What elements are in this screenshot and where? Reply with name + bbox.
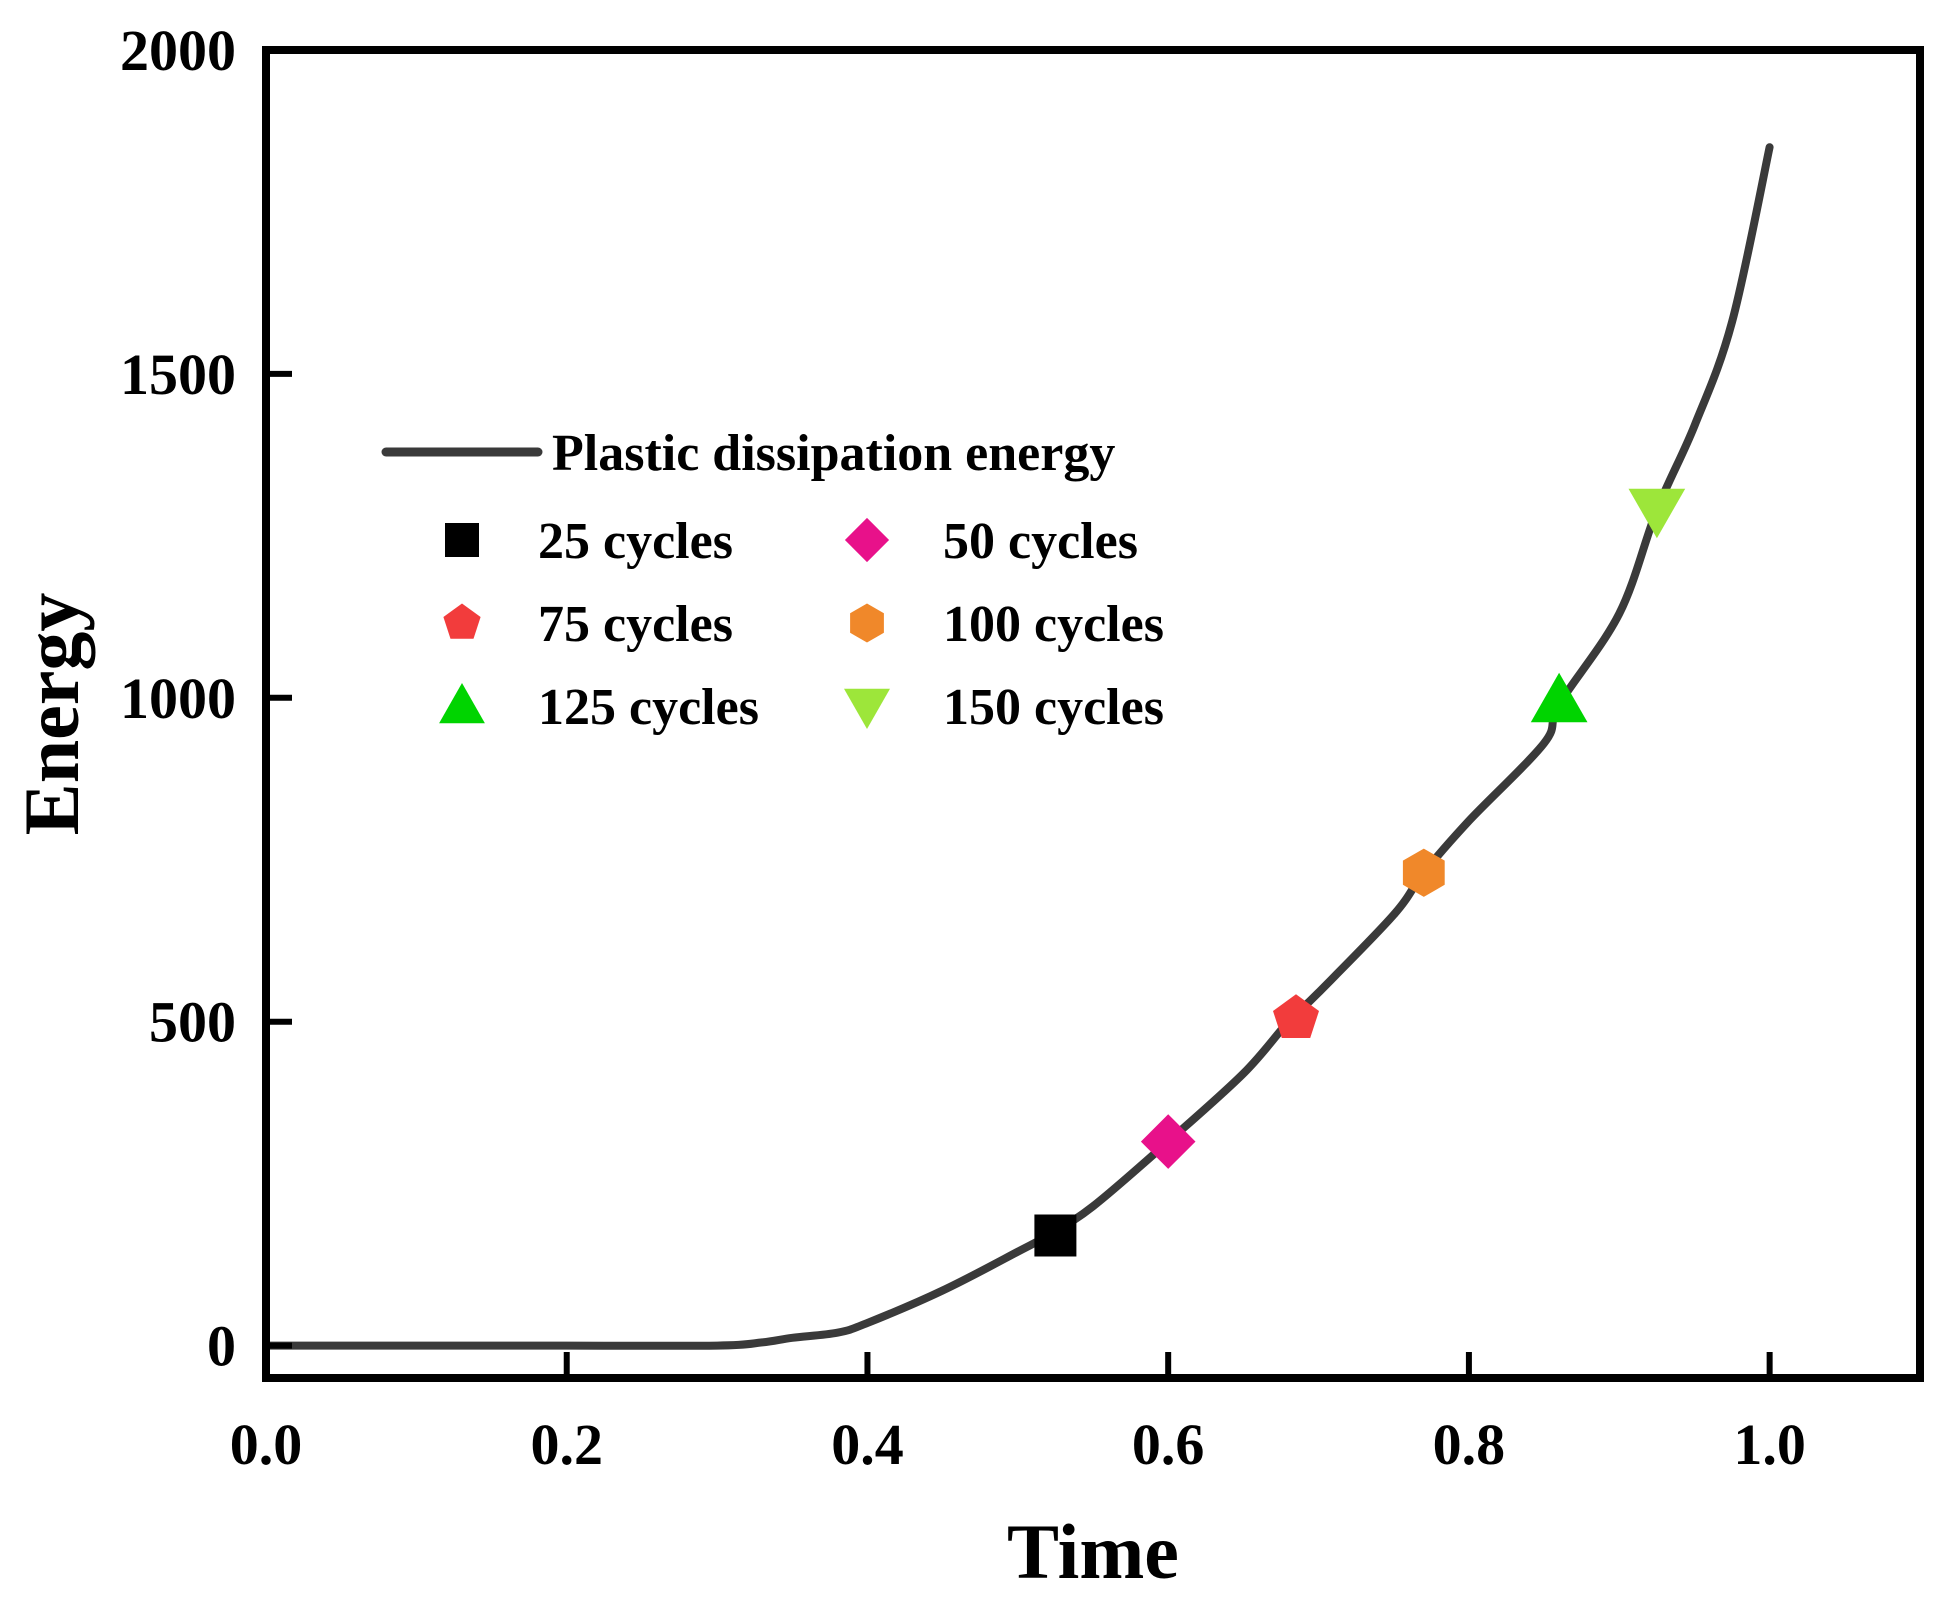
plot-frame	[262, 46, 1924, 1382]
legend-label-50-cycles: 50 cycles	[943, 513, 1138, 570]
marker-125-cycles	[1530, 672, 1588, 723]
legend-swatch-50-cycles	[844, 517, 890, 563]
marker-75-cycles	[1273, 994, 1319, 1038]
x-tick-label: 0.4	[831, 1412, 904, 1477]
y-tick-label: 500	[149, 990, 236, 1055]
plastic-dissipation-energy-line	[262, 143, 1774, 1350]
legend-label-75-cycles: 75 cycles	[538, 596, 733, 653]
legend-swatch-125-cycles	[439, 683, 485, 724]
plot-content	[262, 143, 1774, 1350]
y-tick-label: 1000	[120, 666, 236, 731]
legend-label-150-cycles: 150 cycles	[943, 679, 1164, 736]
legend-label-100-cycles: 100 cycles	[943, 596, 1164, 653]
y-axis-title: Energy	[8, 593, 95, 836]
legend-swatch-25-cycles	[445, 523, 479, 557]
y-tick-label: 1500	[120, 342, 236, 407]
legend-label-125-cycles: 125 cycles	[538, 679, 759, 736]
marker-25-cycles	[1034, 1214, 1077, 1257]
x-axis-ticks: 0.0 0.2 0.4 0.6 0.8 1.0	[230, 1352, 1806, 1477]
x-tick-label: 0.8	[1433, 1412, 1506, 1477]
legend-swatch-100-cycles	[850, 603, 884, 643]
marker-100-cycles	[1402, 848, 1445, 897]
x-tick-label: 1.0	[1733, 1412, 1806, 1477]
y-tick-label: 2000	[120, 18, 236, 83]
y-axis-ticks: 0 500 1000 1500 2000	[120, 18, 292, 1379]
legend-label-25-cycles: 25 cycles	[538, 513, 733, 570]
x-tick-label: 0.6	[1132, 1412, 1205, 1477]
x-axis-title: Time	[1007, 1508, 1179, 1595]
legend-label-line: Plastic dissipation energy	[552, 425, 1115, 482]
y-tick-label: 0	[207, 1314, 236, 1379]
x-tick-label: 0.0	[230, 1412, 303, 1477]
marker-50-cycles	[1140, 1114, 1196, 1169]
x-tick-label: 0.2	[530, 1412, 603, 1477]
marker-150-cycles	[1628, 488, 1686, 539]
legend: Plastic dissipation energy 25 cycles 50 cy…	[381, 425, 1164, 736]
legend-swatch-150-cycles	[844, 688, 890, 729]
legend-swatch-75-cycles	[443, 603, 481, 639]
